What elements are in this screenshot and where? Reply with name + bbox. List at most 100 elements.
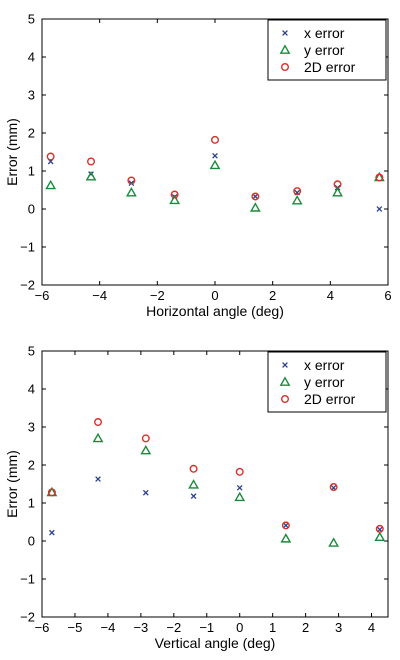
data-point: [251, 192, 260, 201]
legend-marker: [279, 376, 291, 386]
y-tick-label: −1: [20, 240, 35, 255]
y-tick-label: 3: [28, 88, 35, 103]
data-point: [127, 176, 136, 185]
y-tick-label: 1: [28, 164, 35, 179]
legend-label: y error: [304, 42, 345, 58]
chart-panel-1: −6 −4 −2 0 2 4 6 −2 −1 0 1 2 3 4 5 Horizontal angle (de…: [4, 12, 392, 320]
data-point: [249, 202, 261, 212]
x-tick-label: 3: [335, 620, 342, 635]
y-tick-label: 5: [28, 12, 35, 27]
y-tick-label: −2: [20, 610, 35, 625]
legend-label: 2D error: [304, 59, 356, 75]
x-tick-label: −4: [100, 620, 115, 635]
x-tick-label: −1: [199, 620, 214, 635]
data-point: [87, 157, 96, 166]
data-point: [49, 529, 55, 536]
data-point: [293, 187, 302, 196]
legend-marker: [282, 30, 288, 36]
x-tick-label: 4: [327, 288, 334, 303]
series-2d-error: [46, 135, 384, 201]
data-point: [140, 444, 152, 455]
series-y-error: [45, 159, 385, 212]
legend-marker: [281, 395, 290, 404]
data-point: [376, 206, 383, 212]
x-tick-label: 1: [269, 620, 276, 635]
y-tick-label: 3: [28, 420, 35, 435]
data-point: [125, 187, 137, 197]
y-tick-label: −1: [20, 572, 35, 587]
data-point: [282, 522, 289, 529]
legend-marker: [281, 63, 290, 72]
data-point: [329, 483, 338, 492]
data-point: [142, 489, 149, 496]
y-tick-label: 4: [28, 382, 35, 397]
data-point: [209, 159, 221, 170]
data-point: [46, 152, 55, 161]
y-tick-label: 5: [28, 344, 35, 359]
data-point: [45, 179, 57, 190]
y-axis-label: Error (mm): [4, 450, 20, 518]
legend-marker: [279, 44, 291, 54]
data-point: [280, 533, 292, 543]
series-2d-error: [47, 418, 384, 533]
data-point: [188, 479, 199, 489]
data-point: [332, 187, 343, 197]
data-point: [291, 195, 303, 205]
data-point: [375, 524, 384, 533]
x-tick-label: −5: [68, 620, 83, 635]
y-tick-label: −2: [20, 278, 35, 293]
x-tick-label: 2: [269, 288, 276, 303]
data-point: [375, 173, 384, 182]
data-point: [94, 418, 103, 427]
x-tick-label: 0: [236, 620, 243, 635]
plot-frame: [41, 350, 389, 618]
y-tick-label: 2: [28, 126, 35, 141]
legend-label: x error: [304, 25, 345, 41]
data-point: [95, 476, 101, 482]
x-tick-label: −2: [166, 620, 181, 635]
data-point: [170, 190, 179, 199]
data-point: [47, 488, 56, 497]
data-point: [235, 467, 244, 476]
x-axis-label: Horizontal angle (deg): [146, 303, 284, 319]
data-point: [212, 152, 218, 159]
data-point: [169, 194, 181, 205]
chart-panel-2: −6 −5 −4 −3 −2 −1 0 1 2 3 4 −2 −1 0 1 2 3 4 5 Vertical angl…: [4, 344, 389, 651]
x-tick-label: −6: [35, 288, 50, 303]
data-point: [210, 135, 219, 144]
x-tick-label: 4: [368, 620, 375, 635]
series-x-error: [49, 476, 383, 536]
y-axis-label: Error (mm): [4, 118, 20, 186]
data-point: [236, 484, 243, 491]
x-tick-label: 6: [384, 288, 391, 303]
data-point: [234, 491, 246, 502]
x-tick-label: 2: [302, 620, 309, 635]
data-point: [374, 531, 386, 542]
data-point: [281, 521, 290, 530]
data-point: [190, 493, 197, 500]
data-point: [92, 432, 104, 443]
data-point: [141, 434, 150, 443]
legend-marker: [282, 362, 288, 368]
x-tick-label: −4: [92, 288, 107, 303]
data-point: [85, 171, 97, 181]
data-point: [328, 537, 340, 547]
y-tick-label: 0: [28, 534, 35, 549]
y-tick-label: 4: [28, 50, 35, 65]
y-tick-label: 0: [28, 202, 35, 217]
x-tick-label: −6: [35, 620, 50, 635]
y-tick-label: 1: [28, 496, 35, 511]
x-tick-label: 0: [211, 288, 218, 303]
legend-label: x error: [304, 357, 345, 373]
y-tick-label: 2: [28, 458, 35, 473]
x-axis-label: Vertical angle (deg): [155, 635, 276, 651]
data-point: [333, 180, 342, 189]
legend-label: 2D error: [304, 391, 356, 407]
data-point: [189, 464, 198, 473]
data-point: [252, 193, 259, 200]
legend-label: y error: [304, 374, 345, 390]
x-tick-label: −3: [133, 620, 148, 635]
